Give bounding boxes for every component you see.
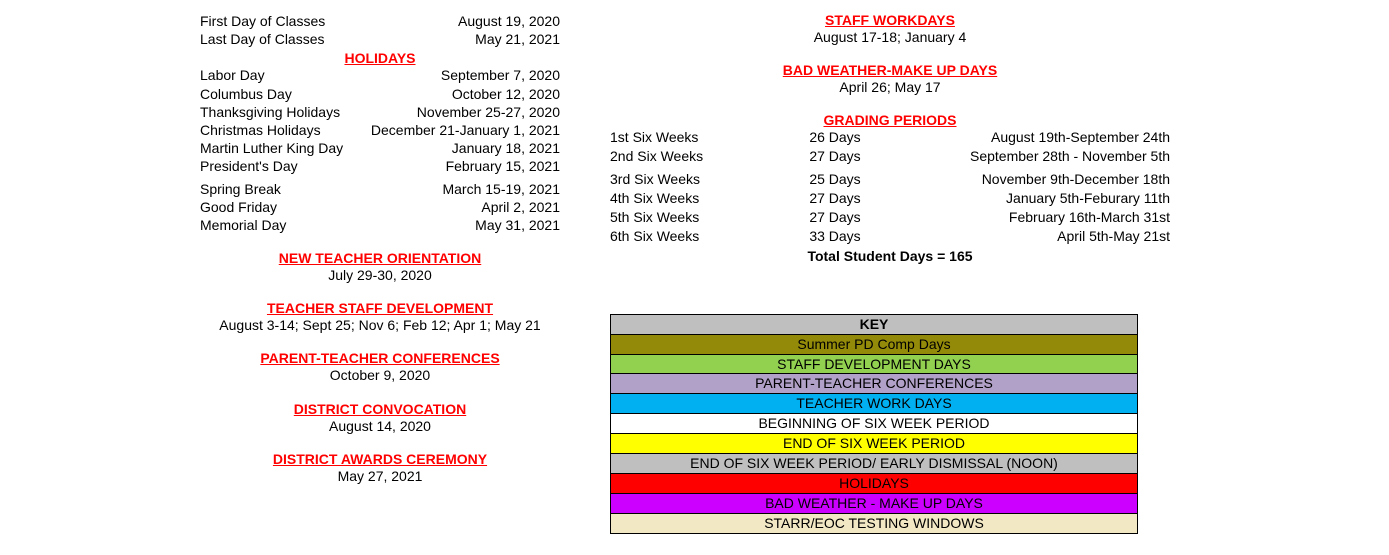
key-row: END OF SIX WEEK PERIOD/ EARLY DISMISSAL …	[611, 453, 1137, 473]
holidays-title: HOLIDAYS	[200, 50, 560, 66]
key-row: STAFF DEVELOPMENT DAYS	[611, 354, 1137, 374]
grading-row: 5th Six Weeks27 DaysFebruary 16th-March …	[610, 208, 1170, 227]
event-detail: October 9, 2020	[200, 366, 560, 384]
grading-range: September 28th - November 5th	[910, 147, 1170, 166]
event-detail: August 3-14; Sept 25; Nov 6; Feb 12; Apr…	[200, 316, 560, 334]
holiday-row: Memorial Day May 31, 2021	[200, 216, 560, 234]
grading-name: 1st Six Weeks	[610, 128, 760, 147]
grading-days: 27 Days	[760, 147, 910, 166]
event-title: TEACHER STAFF DEVELOPMENT	[200, 300, 560, 316]
grading-row: 3rd Six Weeks25 DaysNovember 9th-Decembe…	[610, 170, 1170, 189]
grading-range: January 5th-Feburary 11th	[910, 189, 1170, 208]
last-day-date: May 21, 2021	[475, 30, 560, 48]
event-title: DISTRICT CONVOCATION	[200, 401, 560, 417]
grading-range: November 9th-December 18th	[910, 170, 1170, 189]
holiday-row: President's Day February 15, 2021	[200, 157, 560, 175]
key-row: TEACHER WORK DAYS	[611, 393, 1137, 413]
key-row: BEGINNING OF SIX WEEK PERIOD	[611, 413, 1137, 433]
event-title: NEW TEACHER ORIENTATION	[200, 250, 560, 266]
first-day-label: First Day of Classes	[200, 12, 325, 30]
key-row: STARR/EOC TESTING WINDOWS	[611, 513, 1137, 533]
event-title: DISTRICT AWARDS CEREMONY	[200, 451, 560, 467]
left-events: NEW TEACHER ORIENTATIONJuly 29-30, 2020 T…	[200, 250, 560, 485]
grading-range: February 16th-March 31st	[910, 208, 1170, 227]
grading-range: August 19th-September 24th	[910, 128, 1170, 147]
grading-range: April 5th-May 21st	[910, 227, 1170, 246]
holiday-label: Martin Luther King Day	[200, 139, 343, 157]
first-day-date: August 19, 2020	[458, 12, 560, 30]
grading-name: 3rd Six Weeks	[610, 170, 760, 189]
holiday-row: Christmas Holidays December 21-January 1,…	[200, 121, 560, 139]
holiday-date: October 12, 2020	[452, 85, 560, 103]
holiday-date: September 7, 2020	[441, 66, 560, 84]
holiday-date: March 15-19, 2021	[442, 180, 560, 198]
holiday-label: Memorial Day	[200, 216, 286, 234]
grading-days: 27 Days	[760, 189, 910, 208]
holiday-date: January 18, 2021	[452, 139, 560, 157]
key-legend: KEYSummer PD Comp DaysSTAFF DEVELOPMENT …	[610, 314, 1138, 534]
grading-row: 4th Six Weeks27 DaysJanuary 5th-Feburary…	[610, 189, 1170, 208]
holiday-row: Thanksgiving Holidays November 25-27, 202…	[200, 103, 560, 121]
holiday-row: Spring Break March 15-19, 2021	[200, 180, 560, 198]
first-day-row: First Day of Classes August 19, 2020	[200, 12, 560, 30]
holiday-date: February 15, 2021	[446, 157, 560, 175]
key-row: END OF SIX WEEK PERIOD	[611, 433, 1137, 453]
staff-workdays-detail: August 17-18; January 4	[610, 28, 1170, 46]
total-student-days: Total Student Days = 165	[610, 248, 1170, 264]
event-detail: May 27, 2021	[200, 467, 560, 485]
holiday-date: November 25-27, 2020	[417, 103, 560, 121]
last-day-label: Last Day of Classes	[200, 30, 325, 48]
grading-days: 27 Days	[760, 208, 910, 227]
holiday-label: Labor Day	[200, 66, 265, 84]
key-header: KEY	[611, 315, 1137, 334]
event-title: PARENT-TEACHER CONFERENCES	[200, 350, 560, 366]
bad-weather-title: BAD WEATHER-MAKE UP DAYS	[610, 62, 1170, 78]
holiday-date: April 2, 2021	[481, 198, 560, 216]
holiday-row: Columbus Day October 12, 2020	[200, 85, 560, 103]
holiday-label: Spring Break	[200, 180, 281, 198]
grading-periods-table: 1st Six Weeks26 DaysAugust 19th-Septembe…	[610, 128, 1170, 245]
key-row: Summer PD Comp Days	[611, 334, 1137, 354]
last-day-row: Last Day of Classes May 21, 2021	[200, 30, 560, 48]
holidays-list: Labor Day September 7, 2020 Columbus Day Oc…	[200, 66, 560, 234]
grading-row: 2nd Six Weeks27 DaysSeptember 28th - Nov…	[610, 147, 1170, 166]
holiday-row: Labor Day September 7, 2020	[200, 66, 560, 84]
holiday-row: Martin Luther King Day January 18, 2021	[200, 139, 560, 157]
grading-row: 6th Six Weeks33 DaysApril 5th-May 21st	[610, 227, 1170, 246]
event-detail: July 29-30, 2020	[200, 266, 560, 284]
grading-row: 1st Six Weeks26 DaysAugust 19th-Septembe…	[610, 128, 1170, 147]
event-detail: August 14, 2020	[200, 417, 560, 435]
holiday-date: May 31, 2021	[475, 216, 560, 234]
grading-days: 25 Days	[760, 170, 910, 189]
holiday-label: Thanksgiving Holidays	[200, 103, 340, 121]
grading-periods-title: GRADING PERIODS	[610, 112, 1170, 128]
grading-name: 6th Six Weeks	[610, 227, 760, 246]
holiday-row: Good Friday April 2, 2021	[200, 198, 560, 216]
holiday-date: December 21-January 1, 2021	[371, 121, 560, 139]
grading-days: 33 Days	[760, 227, 910, 246]
key-row: HOLIDAYS	[611, 473, 1137, 493]
holiday-label: President's Day	[200, 157, 298, 175]
grading-name: 5th Six Weeks	[610, 208, 760, 227]
key-row: PARENT-TEACHER CONFERENCES	[611, 373, 1137, 393]
grading-days: 26 Days	[760, 128, 910, 147]
grading-name: 2nd Six Weeks	[610, 147, 760, 166]
holiday-label: Christmas Holidays	[200, 121, 321, 139]
key-row: BAD WEATHER - MAKE UP DAYS	[611, 493, 1137, 513]
holiday-label: Good Friday	[200, 198, 277, 216]
grading-name: 4th Six Weeks	[610, 189, 760, 208]
staff-workdays-title: STAFF WORKDAYS	[610, 12, 1170, 28]
bad-weather-detail: April 26; May 17	[610, 78, 1170, 96]
holiday-label: Columbus Day	[200, 85, 292, 103]
